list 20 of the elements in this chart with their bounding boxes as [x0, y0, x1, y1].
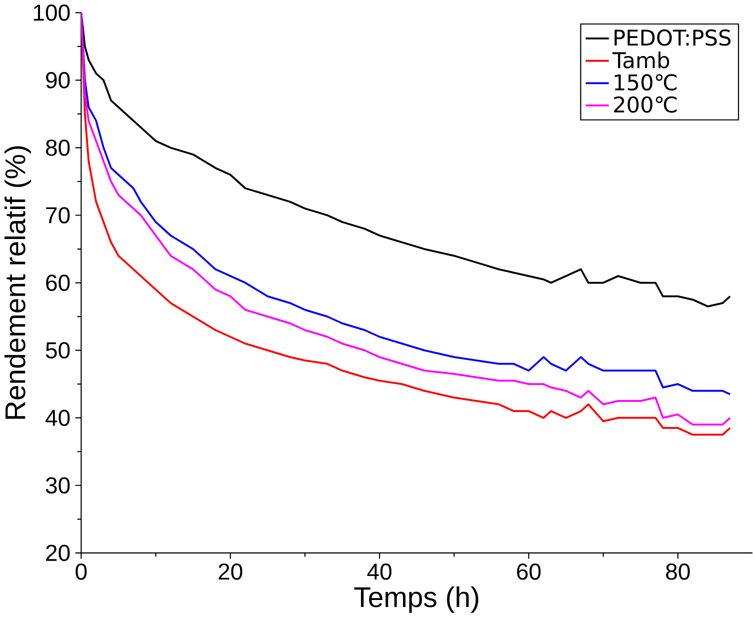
y-tick-label: 60	[46, 274, 70, 291]
y-tick-label: 90	[46, 72, 70, 88]
x-tick-label: 80	[666, 563, 690, 580]
legend-label: 200℃	[614, 96, 677, 113]
x-tick-label: 0	[76, 563, 87, 580]
y-axis-title: Rendement relatif (%)	[4, 146, 32, 419]
x-axis-title: Temps (h)	[354, 586, 478, 613]
y-tick-label: 50	[46, 342, 70, 358]
x-tick-label: 20	[218, 563, 242, 580]
legend-label: PEDOT:PSS	[614, 29, 731, 46]
x-tick-label: 40	[367, 563, 392, 580]
y-tick-label: 30	[46, 477, 70, 494]
y-tick-label: 70	[46, 206, 70, 224]
y-tick-label: 100	[34, 4, 70, 21]
legend-label: 150℃	[614, 74, 677, 90]
y-tick-label: 80	[46, 139, 70, 156]
x-tick-label: 60	[517, 563, 541, 580]
y-tick-label: 40	[46, 409, 70, 426]
y-tick-label: 20	[46, 544, 70, 561]
legend-label: Tamb	[612, 51, 670, 68]
